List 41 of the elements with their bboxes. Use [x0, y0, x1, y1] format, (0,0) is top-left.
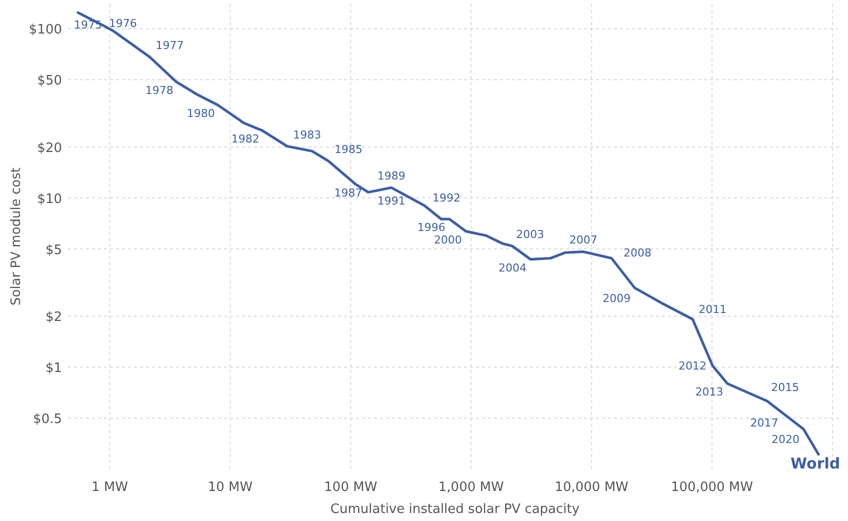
annotation: 2003: [516, 228, 544, 241]
x-tick-label: 10 MW: [208, 480, 253, 495]
x-tick-label: 100,000 MW: [671, 480, 754, 495]
annotation: 1983: [293, 128, 322, 142]
annotation: 1982: [231, 132, 260, 146]
annotation: 1991: [377, 194, 406, 208]
x-axis-title: Cumulative installed solar PV capacity: [330, 502, 580, 517]
x-tick-label: 10,000 MW: [554, 480, 629, 495]
x-tick-label: 1 MW: [92, 480, 128, 495]
annotation: 2007: [569, 234, 598, 247]
annotation: 1976: [108, 16, 137, 30]
annotation: 2009: [602, 292, 631, 305]
annotation: 2008: [624, 246, 652, 260]
annotation: 1985: [334, 143, 363, 156]
y-tick-label: $0.5: [33, 412, 62, 428]
annotation: 1992: [432, 192, 460, 205]
annotation: 1977: [156, 39, 184, 52]
y-tick-label: $50: [37, 74, 62, 89]
annotation: 2017: [750, 416, 778, 430]
x-tick-label: 1,000 MW: [438, 480, 504, 495]
y-tick-label: $5: [45, 242, 62, 258]
y-tick-label: $10: [37, 192, 62, 207]
annotation: 1996: [417, 221, 446, 234]
y-axis-title: Solar PV module cost: [9, 168, 24, 306]
y-tick-label: $1: [45, 361, 62, 376]
annotation: 2011: [698, 303, 727, 316]
y-tick-label: $2: [45, 310, 62, 326]
x-tick-label: 100 MW: [324, 480, 378, 495]
annotation: 2004: [498, 261, 526, 274]
annotation: 1987: [334, 186, 362, 200]
y-tick-label: $100: [28, 22, 62, 38]
annotation: 2000: [434, 233, 462, 246]
y-tick-label: $20: [37, 140, 62, 156]
annotation: 1978: [145, 84, 174, 97]
series-label: World: [790, 454, 840, 472]
annotation: 2012: [678, 360, 707, 373]
annotation: 2013: [695, 386, 724, 399]
annotation: 2015: [771, 381, 800, 394]
annotation: 2020: [772, 433, 800, 446]
annotation: 1989: [377, 170, 406, 183]
annotation: 1980: [186, 107, 215, 120]
